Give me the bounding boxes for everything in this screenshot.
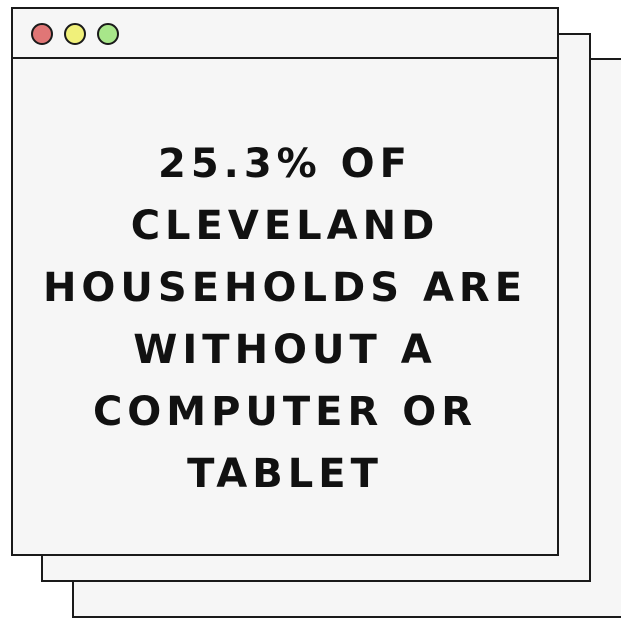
headline-line: CLEVELAND (130, 203, 440, 249)
headline: 25.3% OF CLEVELAND HOUSEHOLDS ARE WITHOU… (13, 133, 557, 505)
window-content: 25.3% OF CLEVELAND HOUSEHOLDS ARE WITHOU… (13, 59, 557, 554)
headline-line: WITHOUT A (133, 327, 437, 373)
headline-line: HOUSEHOLDS ARE (42, 265, 528, 311)
window-titlebar (13, 9, 557, 59)
minimize-dot-icon[interactable] (64, 23, 86, 45)
headline-line: COMPUTER OR (92, 389, 478, 435)
headline-line: 25.3% OF (157, 141, 413, 187)
browser-window: 25.3% OF CLEVELAND HOUSEHOLDS ARE WITHOU… (11, 7, 559, 556)
headline-line: TABLET (187, 451, 383, 497)
close-dot-icon[interactable] (31, 23, 53, 45)
maximize-dot-icon[interactable] (97, 23, 119, 45)
